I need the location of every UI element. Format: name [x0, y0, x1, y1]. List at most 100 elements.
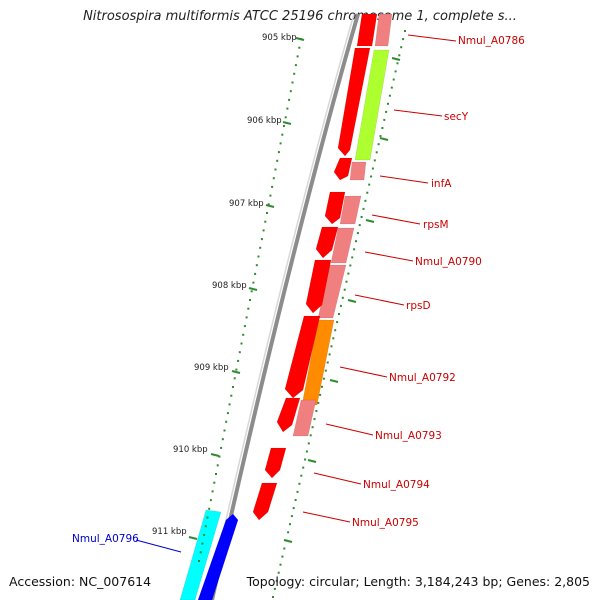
- tick-dot: [330, 345, 333, 348]
- tick-dot: [298, 46, 301, 49]
- gene-arrow-red-8[interactable]: [276, 397, 301, 433]
- tick-dot: [266, 212, 268, 214]
- gene-arrow-red-6[interactable]: [305, 259, 332, 314]
- tick-dot: [283, 125, 285, 127]
- tick-dot: [240, 342, 243, 345]
- gene-arrow-nmul-a0796-cyan[interactable]: [179, 509, 222, 600]
- gene-arrow-nmul-a0793[interactable]: [292, 399, 317, 437]
- gene-label-nmul-a0786[interactable]: Nmul_A0786: [458, 35, 525, 47]
- tick-dot: [281, 555, 284, 558]
- tick-dot: [230, 394, 233, 397]
- tick-dot: [272, 596, 274, 598]
- tick-dot: [273, 587, 276, 590]
- tick-dot: [341, 296, 344, 299]
- tick-dot: [339, 304, 342, 307]
- kbp-label-908: 908 kbp: [212, 281, 247, 291]
- gene-label-nmul-a0792[interactable]: Nmul_A0792: [389, 372, 456, 384]
- kbp-major-tick: [210, 453, 220, 457]
- tick-dot: [262, 229, 265, 232]
- tick-dot: [206, 516, 209, 519]
- tick-dot: [358, 224, 361, 227]
- tick-dot: [269, 194, 272, 197]
- gene-arrow-red-5[interactable]: [315, 226, 339, 259]
- tick-dot: [218, 455, 221, 458]
- kbp-minor-tick: [307, 459, 317, 463]
- tick-dot: [213, 481, 216, 484]
- tick-dot: [198, 560, 200, 562]
- tick-dot: [223, 429, 226, 432]
- tick-dot: [203, 533, 206, 536]
- tick-dot: [289, 523, 291, 526]
- gene-arrow-blue[interactable]: [197, 513, 239, 600]
- kbp-major-tick: [282, 121, 292, 125]
- tick-dot: [242, 333, 245, 336]
- tick-dot: [232, 386, 234, 388]
- tick-dot: [255, 264, 258, 267]
- kbp-label-906: 906 kbp: [247, 116, 282, 126]
- tick-dot: [259, 246, 262, 249]
- tick-dot: [298, 482, 301, 485]
- gene-label-nmul-a0795[interactable]: Nmul_A0795: [352, 517, 419, 529]
- gene-label-rpsd[interactable]: rpsD: [406, 300, 431, 312]
- tick-dot: [383, 118, 386, 121]
- tick-dot: [204, 525, 207, 528]
- tick-dot: [292, 507, 295, 510]
- tick-dot: [385, 110, 388, 113]
- gene-arrow-red-7[interactable]: [284, 315, 321, 399]
- accession-text: Accession: NC_007614: [9, 574, 152, 589]
- tick-dot: [377, 143, 380, 146]
- gene-label-infa[interactable]: infA: [431, 178, 452, 190]
- tick-dot: [257, 255, 260, 258]
- tick-dot: [347, 272, 350, 275]
- leader-line: [313, 472, 362, 485]
- tick-dot: [368, 183, 371, 186]
- tick-dot: [355, 240, 357, 243]
- kbp-label-905: 905 kbp: [262, 33, 297, 43]
- gene-label-secy[interactable]: secY: [444, 111, 469, 123]
- tick-dot: [356, 232, 359, 235]
- tick-dot: [237, 359, 240, 362]
- gene-arrow-red-10[interactable]: [252, 482, 278, 521]
- kbp-minor-tick: [365, 219, 375, 223]
- gene-arrow-red-9[interactable]: [264, 447, 287, 479]
- gene-label-nmul-a0793[interactable]: Nmul_A0793: [375, 430, 442, 442]
- gene-arrow-secy[interactable]: [354, 49, 390, 161]
- tick-dot: [226, 412, 229, 415]
- leader-line: [393, 109, 443, 117]
- tick-dot: [211, 490, 214, 493]
- gene-arrow-nmul-a0786[interactable]: [374, 13, 393, 47]
- gene-label-nmul-a0794[interactable]: Nmul_A0794: [363, 479, 430, 491]
- gene-label-nmul-a0796[interactable]: Nmul_A0796: [72, 533, 139, 545]
- tick-dot: [290, 515, 293, 518]
- tick-dot: [311, 426, 314, 429]
- tick-dot: [353, 248, 356, 251]
- gene-arrow-red-3[interactable]: [333, 157, 353, 181]
- kbp-major-tick: [248, 287, 258, 291]
- gene-arrow-red-1[interactable]: [356, 13, 378, 47]
- gene-arrow-nmul-a0792[interactable]: [301, 319, 335, 406]
- kbp-minor-tick: [347, 299, 357, 303]
- gene-arrow-infa[interactable]: [349, 161, 367, 181]
- gene-labels: Nmul_A0786 secY infA rpsM Nmul_A0790 rps…: [72, 34, 525, 553]
- gene-arrow-red-2[interactable]: [337, 47, 371, 157]
- tick-dot: [277, 571, 280, 574]
- tick-dot: [381, 127, 384, 129]
- genome-backbone-highlight: [207, 13, 355, 600]
- leader-line: [302, 511, 351, 523]
- tick-dot: [305, 450, 308, 453]
- kbp-minor-tick: [283, 539, 293, 543]
- gene-arrow-rpsm[interactable]: [339, 195, 362, 225]
- tick-dot: [254, 272, 257, 275]
- tick-dot: [390, 86, 393, 89]
- gene-arrow-red-4[interactable]: [324, 191, 346, 225]
- tick-dot: [349, 264, 352, 267]
- gene-label-nmul-a0790[interactable]: Nmul_A0790: [415, 256, 482, 268]
- tick-dot: [274, 168, 277, 171]
- tick-dot: [287, 531, 290, 534]
- gene-arrow-nmul-a0790[interactable]: [330, 227, 355, 264]
- gene-label-rpsm[interactable]: rpsM: [423, 219, 449, 231]
- tick-dot: [319, 393, 322, 396]
- tick-dot: [324, 369, 327, 372]
- tick-dot: [199, 551, 202, 554]
